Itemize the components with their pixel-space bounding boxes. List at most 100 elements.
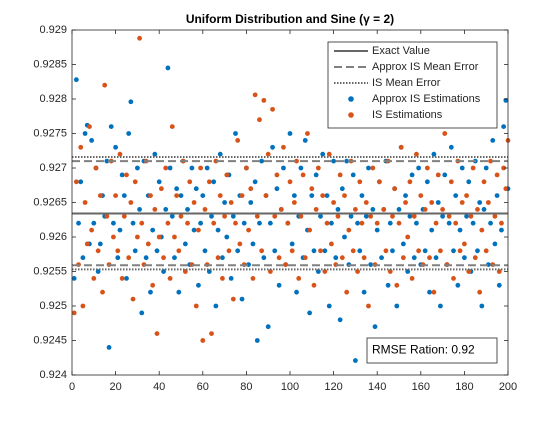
data-point [272,213,278,219]
data-point [355,269,360,274]
data-point [172,255,177,261]
data-point [466,179,472,185]
legend-dot [348,112,354,118]
data-point [176,248,182,254]
data-point [187,179,193,185]
data-point [115,248,121,254]
x-tick-label: 120 [324,381,342,393]
data-point [285,220,291,226]
data-point [440,213,445,219]
data-point [424,165,430,171]
data-point [254,338,260,343]
data-point [331,158,336,164]
data-point [296,276,302,281]
annotation-box [366,337,498,364]
data-point [446,220,452,226]
data-point [158,186,164,192]
data-point [442,172,448,178]
x-tick-label: 200 [499,381,517,393]
data-point [396,207,402,212]
data-point [182,241,188,247]
data-point [376,179,382,185]
data-point [400,255,406,261]
data-point [499,220,504,226]
data-point [267,220,273,226]
data-point [76,220,81,226]
data-point [403,193,408,199]
data-point [398,144,404,150]
data-point [313,207,319,212]
x-tick-label: 80 [240,381,252,393]
y-tick-label: 0.925 [39,300,67,312]
data-point [217,193,223,199]
data-point [189,165,195,171]
data-point [324,193,330,199]
data-point [244,165,249,171]
data-point [433,255,439,261]
data-point [455,282,461,288]
data-point [374,227,380,233]
data-point [209,331,214,336]
data-point [161,255,166,261]
data-point [287,131,293,136]
data-point [501,124,507,129]
data-point [366,165,371,171]
data-point [148,289,153,295]
data-point [104,158,110,164]
data-point [405,234,411,240]
data-point [488,220,493,226]
data-point [309,186,315,192]
data-point [139,220,145,226]
data-point [252,179,258,185]
data-point [475,207,480,212]
data-point [128,200,134,205]
data-point [477,200,483,205]
data-point [80,303,86,309]
data-point [259,158,265,164]
data-point [427,289,432,295]
data-point [217,151,223,157]
data-point [409,172,415,178]
data-point [457,248,463,254]
data-point [283,262,289,267]
data-point [326,151,332,157]
data-point [230,213,236,219]
y-tick-label: 0.9275 [33,127,67,139]
legend-label: Exact Value [372,45,430,57]
data-point [387,220,393,226]
data-point [215,255,221,261]
data-point [117,227,123,233]
data-point [479,227,485,233]
data-point [137,35,142,41]
data-point [427,255,432,261]
data-point [368,213,374,219]
data-point [483,248,489,254]
data-point [350,172,356,178]
data-point [368,262,374,267]
data-point [485,200,491,205]
data-point [152,151,158,157]
data-point [274,186,280,192]
data-point [220,276,225,281]
data-point [366,303,371,309]
data-point [265,324,271,330]
data-point [113,144,118,150]
data-point [196,227,201,233]
data-point [361,255,367,261]
data-point [335,207,341,212]
data-point [289,241,295,247]
y-tick-label: 0.9265 [33,196,67,208]
data-point [374,220,380,226]
data-point [475,248,480,254]
data-point [315,269,321,274]
data-point [165,65,171,71]
data-point [281,144,286,150]
data-point [385,282,391,288]
data-point [355,220,360,226]
data-point [291,200,297,205]
data-point [119,172,125,178]
data-point [124,276,129,281]
data-point [298,165,304,171]
data-point [80,255,86,261]
y-tick-label: 0.926 [39,231,67,243]
